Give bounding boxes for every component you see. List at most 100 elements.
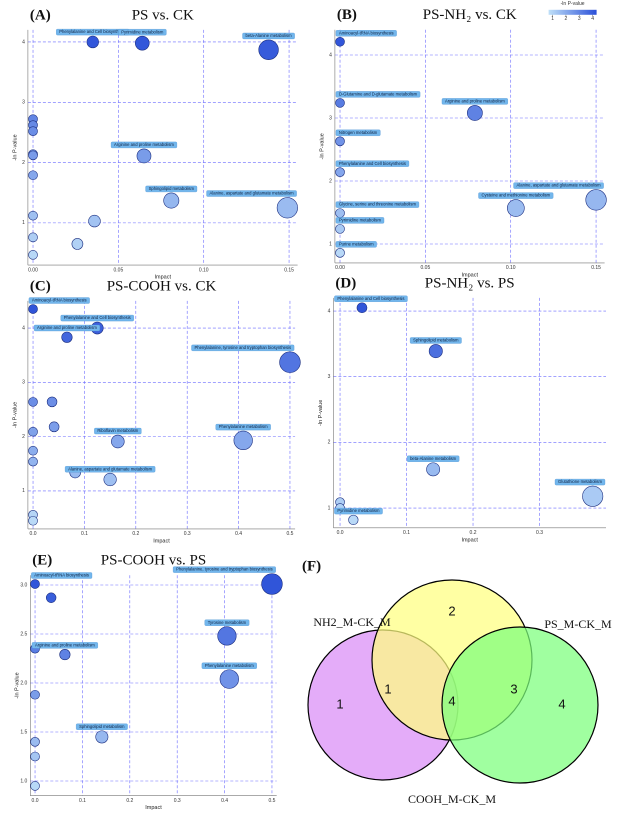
x-tick-label: 0.05 [421,265,431,271]
bubble [258,39,279,60]
point-label-box [33,324,101,332]
point-label: Phenylalanine metabolism [201,662,257,669]
bubble [88,214,101,228]
bubble [335,208,345,218]
point-label: Alanine, aspartate and glutamate metabol… [513,182,604,189]
x-tick-label: 0.2 [132,531,139,537]
bubble [233,430,253,451]
bubble [335,248,345,258]
bubble [30,736,40,747]
point-label: Sphingolipid metabolism [76,723,128,730]
y-axis-label: -ln P-value [319,133,325,159]
point-label: Phenylalanine metabolism [215,423,271,431]
point-label-box [206,190,297,197]
bubble [59,649,71,661]
point-label: Aminoacyl-tRNA biosynthesis [28,297,90,304]
point-label: Arginine and proline metabolism [110,141,178,149]
point-label-text: Phenylalanine and Cell biosynthesis [337,296,404,301]
point-label-text: Cysteine and methionine metabolism [482,193,551,198]
point-label: beta-Alanine metabolism [242,32,295,40]
panel-label: (C) [30,278,51,294]
chart-title: PS-COOH vs. CK [107,278,217,294]
bubble [261,573,283,595]
panel-label: (D) [335,275,356,291]
bubble [28,456,38,467]
point-label: Aminoacyl-tRNA biosynthesis [31,572,93,579]
x-tick-label: 0.3 [174,798,181,804]
bubble [219,669,239,689]
point-label-box [554,478,606,486]
panel-label: (A) [30,7,51,23]
point-label-text: Pyrimidine metabolism [121,29,164,34]
point-label-box [31,572,93,579]
point-label-box [334,507,383,515]
point-label-text: Alanine, aspartate and glutamate metabol… [210,191,295,196]
point-label: Purine metabolism [335,241,377,248]
bubble [279,351,301,373]
y-tick-label: 4 [329,52,332,58]
bubble [163,192,180,209]
point-label-box [335,91,421,98]
bubble [335,136,345,147]
point-label-text: Phenylalanine, tyrosine and tryptophan b… [176,567,273,572]
point-label-box [145,185,198,193]
point-label: beta-Alanine metabolism [406,455,460,462]
y-tick-label: 3.0 [20,582,27,588]
y-tick-label: 1 [22,220,25,226]
point-label-text: Arginine and proline metabolism [35,642,95,647]
x-tick-label: 0.15 [284,267,294,273]
venn-region-count: 4 [558,696,565,711]
y-tick-label: 4 [328,308,331,314]
bubble [217,626,237,646]
point-label: Glycine, serine and threonine metabolism [335,201,420,208]
y-tick-label: 2.5 [20,631,27,637]
point-label: Pyrimidine metabolism [334,507,383,515]
point-label-box [242,32,295,40]
x-tick-label: 0.0 [30,531,37,537]
point-label-text: Glutathione metabolism [558,479,603,484]
point-label-box [94,427,142,435]
y-axis-label: -ln P-value [12,402,18,428]
bubble [28,397,38,407]
x-tick-label: 0.10 [199,267,209,273]
x-tick-label: 0.10 [506,265,516,271]
point-label-box [118,29,167,36]
panel-label: (F) [302,558,321,574]
y-tick-label: 3 [22,380,25,386]
venn-region-count: 1 [384,681,391,696]
y-tick-label: 3 [22,100,25,106]
bubble [46,396,58,408]
bubble [134,35,150,51]
point-label: Phenylalanine and Cell biosynthesis [60,314,134,322]
y-tick-label: 2 [22,434,25,440]
bubble [28,210,38,221]
point-label-text: Phenylalanine and Cell biosynthesis [59,29,126,34]
x-tick-label: 0.1 [81,531,88,537]
x-tick-label: 0.4 [235,531,242,537]
venn-region-count: 1 [336,696,343,711]
point-label-box [335,241,377,248]
point-label-text: Sphingolipid metabolism [79,724,125,729]
y-axis-label: -ln P-value [318,400,324,426]
point-label-text: Phenylalanine and Cell biosynthesis [64,315,131,320]
y-tick-label: 1 [22,488,25,494]
y-tick-label: 3 [329,115,332,121]
point-label-box [335,160,410,167]
point-label: Sphingolipid metabolism [409,337,462,344]
y-tick-label: 2 [328,440,331,446]
point-label-text: Glycine, serine and threonine metabolism [339,202,417,207]
point-label: Pyrimidine metabolism [335,217,385,224]
point-label-text: beta-Alanine metabolism [410,456,457,461]
x-tick-label: 0.5 [268,798,275,804]
x-tick-label: 0.1 [403,530,410,536]
point-label-text: Phenylalanine metabolism [219,424,268,429]
panel-label: (E) [32,553,52,569]
point-label-text: Phenylalanine and Cell biosynthesis [339,161,406,166]
point-label-text: Riboflavin metabolism [97,428,138,433]
point-label-box [191,344,295,352]
point-label-text: Aminoacyl-tRNA biosynthesis [339,30,394,35]
venn-circle [441,626,599,784]
point-label-text: Alanine, aspartate and glutamate metabol… [68,466,153,471]
point-label-text: Aminoacyl-tRNA biosynthesis [34,573,89,578]
point-label-box [60,314,134,322]
